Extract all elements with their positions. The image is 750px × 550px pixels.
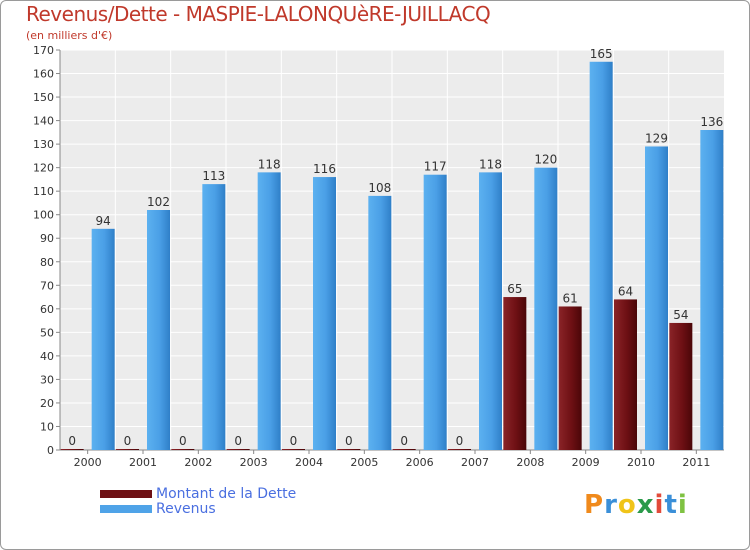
y-tick-label: 30 xyxy=(40,373,54,386)
legend-swatch-revenus xyxy=(100,505,152,513)
data-label-revenus: 108 xyxy=(368,181,391,195)
data-label-dette: 0 xyxy=(124,434,132,448)
data-label-revenus: 102 xyxy=(147,195,170,209)
y-tick-label: 120 xyxy=(33,162,54,175)
legend-swatch-dette xyxy=(100,490,152,498)
x-tick-label: 2007 xyxy=(461,456,489,469)
logo-letter: i xyxy=(677,490,688,520)
logo-letter: x xyxy=(636,490,655,520)
bar-dette xyxy=(669,322,693,450)
x-tick-label: 2004 xyxy=(295,456,323,469)
y-tick-label: 50 xyxy=(40,326,54,339)
y-tick-label: 150 xyxy=(33,91,54,104)
y-tick-label: 0 xyxy=(47,444,54,457)
legend-item-revenus: Revenus xyxy=(100,501,216,517)
bar-dette xyxy=(171,449,195,450)
bar-revenus xyxy=(479,172,502,450)
data-label-revenus: 113 xyxy=(202,169,225,183)
bar-revenus xyxy=(313,177,336,450)
bar-revenus xyxy=(700,130,724,450)
bar-dette xyxy=(614,299,637,450)
data-label-dette: 0 xyxy=(345,434,353,448)
logo-letter: P xyxy=(584,490,605,520)
x-tick-label: 2001 xyxy=(129,456,157,469)
y-tick-label: 60 xyxy=(40,303,54,316)
data-label-dette: 64 xyxy=(618,284,633,298)
data-label-revenus: 129 xyxy=(645,131,668,145)
data-label-dette: 0 xyxy=(456,434,464,448)
x-tick-label: 2003 xyxy=(240,456,268,469)
data-label-revenus: 117 xyxy=(424,160,447,174)
chart-title: Revenus/Dette - MASPIE-LALONQUèRE-JUILLA… xyxy=(26,2,491,26)
y-tick-label: 40 xyxy=(40,350,54,363)
data-label-revenus: 120 xyxy=(534,153,557,167)
logo-letter: o xyxy=(617,490,637,520)
bar-revenus xyxy=(202,184,226,450)
x-tick-label: 2008 xyxy=(516,456,544,469)
x-tick-label: 2011 xyxy=(682,456,710,469)
y-tick-label: 80 xyxy=(40,256,54,269)
y-tick-label: 20 xyxy=(40,397,54,410)
y-tick-label: 10 xyxy=(40,420,54,433)
bar-dette xyxy=(448,449,471,450)
data-label-revenus: 118 xyxy=(479,157,502,171)
y-tick-label: 140 xyxy=(33,115,54,128)
bar-dette xyxy=(503,297,527,450)
logo-letter: t xyxy=(664,490,678,520)
x-tick-label: 2002 xyxy=(184,456,212,469)
x-tick-label: 2000 xyxy=(74,456,102,469)
bar-dette xyxy=(282,449,305,450)
y-tick-label: 170 xyxy=(33,44,54,57)
y-tick-label: 100 xyxy=(33,209,54,222)
logo-letter: r xyxy=(604,490,618,520)
data-label-dette: 61 xyxy=(563,291,578,305)
proxiti-logo: Proxiti xyxy=(584,490,688,520)
bar-revenus xyxy=(423,174,447,451)
chart-subtitle: (en milliers d'€) xyxy=(26,29,113,42)
bar-dette xyxy=(558,306,582,450)
bar-dette xyxy=(60,449,84,450)
legend-label-dette: Montant de la Dette xyxy=(156,486,297,502)
bar-revenus xyxy=(534,167,558,450)
data-label-dette: 0 xyxy=(234,434,242,448)
bar-dette xyxy=(337,449,361,450)
data-label-dette: 65 xyxy=(507,282,522,296)
x-tick-label: 2010 xyxy=(627,456,655,469)
data-label-revenus: 118 xyxy=(258,157,281,171)
data-label-revenus: 116 xyxy=(313,162,336,176)
x-tick-label: 2009 xyxy=(572,456,600,469)
data-label-dette: 0 xyxy=(400,434,408,448)
legend-item-dette: Montant de la Dette xyxy=(100,486,296,502)
y-tick-label: 110 xyxy=(33,185,54,198)
x-tick-label: 2006 xyxy=(406,456,434,469)
y-tick-label: 70 xyxy=(40,279,54,292)
y-tick-label: 130 xyxy=(33,138,54,151)
bar-dette xyxy=(392,449,416,450)
data-label-dette: 54 xyxy=(673,308,688,322)
bar-dette xyxy=(116,449,139,450)
data-label-dette: 0 xyxy=(68,434,76,448)
data-label-dette: 0 xyxy=(290,434,298,448)
bar-revenus xyxy=(257,172,281,450)
bar-revenus xyxy=(91,228,115,450)
bar-revenus xyxy=(147,210,170,450)
y-tick-label: 90 xyxy=(40,232,54,245)
logo-letter: i xyxy=(654,490,665,520)
bar-revenus xyxy=(589,61,613,450)
bar-revenus xyxy=(645,146,668,450)
data-label-revenus: 165 xyxy=(590,47,613,61)
bar-revenus xyxy=(368,195,392,450)
legend-label-revenus: Revenus xyxy=(156,501,216,517)
data-label-revenus: 94 xyxy=(96,214,111,228)
bar-dette xyxy=(226,449,250,450)
y-tick-label: 160 xyxy=(33,68,54,81)
data-label-revenus: 136 xyxy=(700,115,723,129)
data-label-dette: 0 xyxy=(179,434,187,448)
x-tick-label: 2005 xyxy=(350,456,378,469)
